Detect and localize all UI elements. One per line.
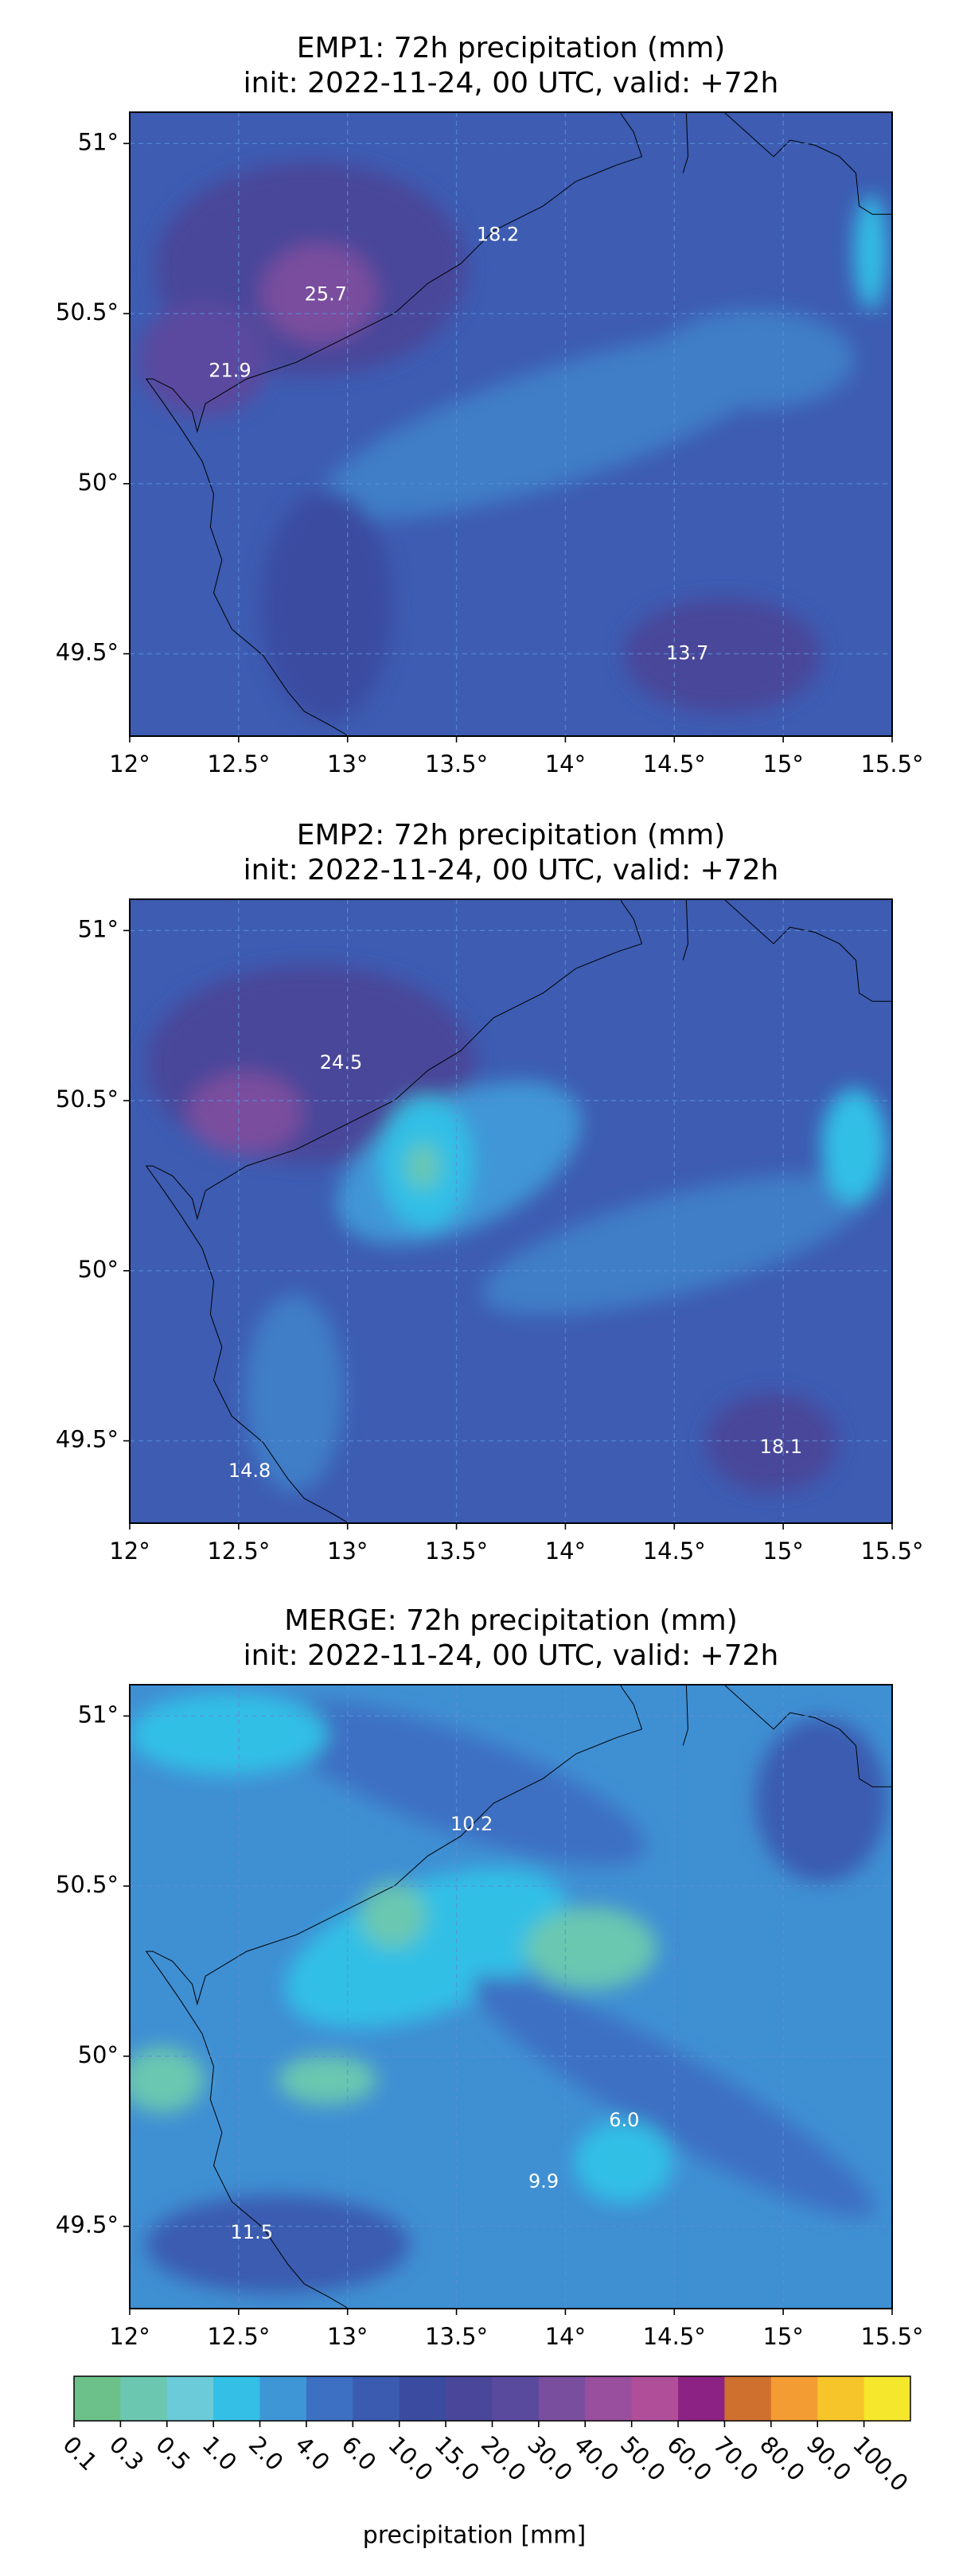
axes-frame: [129, 111, 893, 737]
value-annotation: 14.8: [228, 1459, 271, 1482]
x-tick-label: 14.5°: [643, 2323, 706, 2350]
colorbar-segment: [678, 2376, 725, 2421]
y-tick-label: 51°: [78, 128, 119, 155]
colorbar-tick-label: 4.0: [290, 2431, 335, 2477]
x-tick-label: 13.5°: [425, 2323, 488, 2350]
x-tick-label: 15°: [762, 1537, 803, 1565]
panel-subtitle: init: 2022-11-24, 00 UTC, valid: +72h: [244, 1639, 779, 1672]
x-tick-label: 15.5°: [860, 750, 923, 777]
x-tick-label: 14.5°: [643, 1537, 706, 1565]
colorbar-tick-label: 0.3: [104, 2431, 150, 2477]
y-tick-label: 49.5°: [56, 639, 119, 666]
x-tick-label: 14°: [545, 1537, 586, 1565]
colorbar-segment: [259, 2376, 307, 2421]
value-annotation: 9.9: [528, 2170, 559, 2192]
colorbar-tick-label: 50.0: [615, 2431, 671, 2487]
colorbar-segment: [770, 2376, 818, 2421]
x-tick-label: 12°: [109, 750, 150, 777]
precip-field: [130, 112, 892, 736]
panel-title: EMP1: 72h precipitation (mm): [297, 32, 726, 64]
colorbar-tick-label: 20.0: [476, 2431, 532, 2487]
colorbar-tick-label: 90.0: [801, 2431, 857, 2487]
y-tick-label: 50.5°: [56, 1085, 119, 1113]
value-annotation: 11.5: [231, 2221, 273, 2243]
value-annotation: 18.1: [760, 1436, 802, 1458]
x-tick-label: 14°: [545, 2323, 586, 2350]
colorbar-tick-label: 60.0: [661, 2431, 717, 2487]
x-tick-label: 13.5°: [425, 750, 488, 777]
colorbar-segment: [863, 2376, 911, 2421]
colorbar-segment: [585, 2376, 633, 2421]
x-tick-label: 13°: [327, 750, 368, 777]
colorbar-tick-label: 30.0: [522, 2431, 578, 2487]
colorbar-tick-label: 0.1: [57, 2431, 103, 2477]
x-tick-label: 13.5°: [425, 1537, 488, 1565]
x-tick-label: 12°: [109, 2323, 150, 2350]
colorbar-tick-label: 15.0: [430, 2431, 485, 2487]
x-tick-label: 15.5°: [860, 1537, 923, 1565]
x-tick-label: 12.5°: [207, 750, 270, 777]
colorbar-tick-label: 10.0: [383, 2431, 439, 2487]
panel-title: EMP2: 72h precipitation (mm): [297, 819, 726, 852]
x-tick-label: 13°: [327, 1537, 368, 1565]
colorbar-segment: [120, 2376, 168, 2421]
panel-title: MERGE: 72h precipitation (mm): [284, 1604, 738, 1637]
colorbar-segment: [631, 2376, 679, 2421]
axes-frame: [129, 898, 893, 1524]
colorbar-tick-label: 0.5: [150, 2431, 196, 2477]
colorbar-tick-label: 80.0: [754, 2431, 810, 2487]
colorbar-segment: [492, 2376, 540, 2421]
colorbar-tick-label: 6.0: [337, 2431, 382, 2477]
x-tick-label: 14°: [545, 750, 586, 777]
value-annotation: 24.5: [320, 1051, 362, 1074]
y-tick-label: 50.5°: [56, 1871, 119, 1898]
x-tick-label: 14.5°: [643, 750, 706, 777]
colorbar-segment: [306, 2376, 353, 2421]
colorbar-tick-label: 70.0: [708, 2431, 764, 2487]
value-annotation: 10.2: [450, 1813, 493, 1835]
x-tick-label: 12.5°: [207, 2323, 270, 2350]
y-tick-label: 50°: [78, 1256, 119, 1283]
x-tick-label: 12.5°: [207, 1537, 270, 1565]
x-tick-label: 15°: [762, 2323, 803, 2350]
y-tick-label: 50°: [78, 469, 119, 496]
colorbar-segment: [213, 2376, 261, 2421]
precip-field: [130, 899, 892, 1523]
panel-subtitle: init: 2022-11-24, 00 UTC, valid: +72h: [244, 854, 779, 887]
value-annotation: 18.2: [477, 224, 519, 246]
y-tick-label: 51°: [78, 915, 119, 942]
colorbar-segment: [724, 2376, 772, 2421]
colorbar-tick-label: 100.0: [848, 2431, 914, 2497]
y-tick-label: 51°: [78, 1701, 119, 1728]
value-annotation: 21.9: [209, 360, 251, 382]
x-tick-label: 15°: [762, 750, 803, 777]
x-tick-label: 13°: [327, 2323, 368, 2350]
precip-field: [130, 1685, 892, 2309]
x-tick-label: 12°: [109, 1537, 150, 1565]
value-annotation: 25.7: [305, 283, 347, 306]
colorbar-segment: [353, 2376, 400, 2421]
colorbar-segment: [399, 2376, 446, 2421]
colorbar-tick-label: 2.0: [244, 2431, 289, 2477]
value-annotation: 13.7: [666, 642, 708, 664]
colorbar-segment: [817, 2376, 865, 2421]
colorbar-tick-label: 40.0: [569, 2431, 625, 2487]
colorbar-segment: [446, 2376, 493, 2421]
y-tick-label: 49.5°: [56, 1426, 119, 1453]
colorbar-segment: [538, 2376, 586, 2421]
panel-subtitle: init: 2022-11-24, 00 UTC, valid: +72h: [244, 67, 779, 99]
value-annotation: 6.0: [609, 2109, 639, 2131]
colorbar-label: precipitation [mm]: [363, 2522, 586, 2550]
y-tick-label: 50.5°: [56, 298, 119, 325]
colorbar-segment: [166, 2376, 214, 2421]
colorbar-tick-label: 1.0: [197, 2431, 243, 2477]
axes-frame: [129, 1684, 893, 2309]
y-tick-label: 49.5°: [56, 2212, 119, 2239]
colorbar-segment: [74, 2376, 121, 2421]
y-tick-label: 50°: [78, 2041, 119, 2068]
x-tick-label: 15.5°: [860, 2323, 923, 2350]
